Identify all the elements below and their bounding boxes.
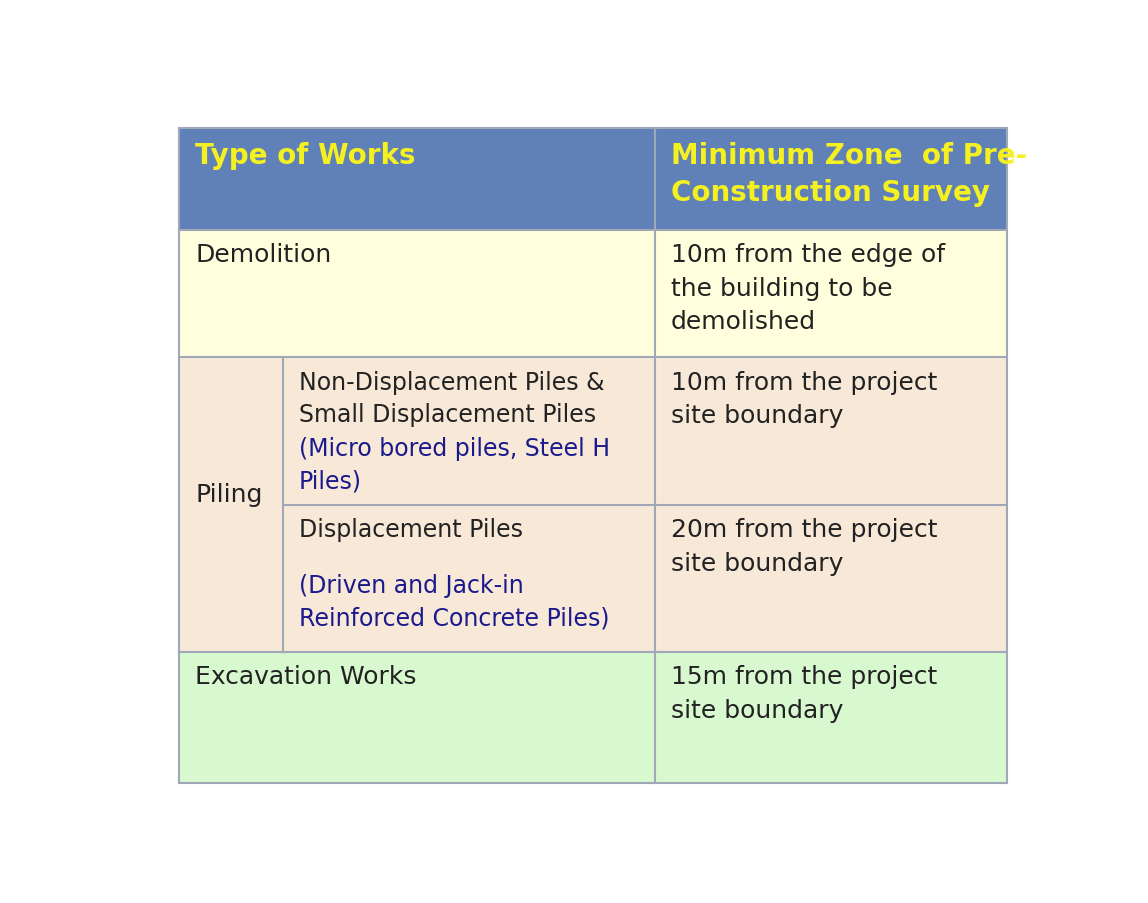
Text: Demolition: Demolition <box>195 243 332 267</box>
Text: 20m from the project
site boundary: 20m from the project site boundary <box>670 517 938 575</box>
Text: 10m from the project
site boundary: 10m from the project site boundary <box>670 370 937 428</box>
Text: Non-Displacement Piles &
Small Displacement Piles: Non-Displacement Piles & Small Displacem… <box>298 370 604 427</box>
Text: 15m from the project
site boundary: 15m from the project site boundary <box>670 665 937 722</box>
Bar <box>179 129 1007 230</box>
Bar <box>179 230 1007 358</box>
Text: 10m from the edge of
the building to be
demolished: 10m from the edge of the building to be … <box>670 243 945 334</box>
Text: (Micro bored piles, Steel H
Piles): (Micro bored piles, Steel H Piles) <box>298 437 610 493</box>
Text: Minimum Zone  of Pre-
Construction Survey: Minimum Zone of Pre- Construction Survey <box>670 142 1027 207</box>
Bar <box>179 358 1007 505</box>
Text: Type of Works: Type of Works <box>195 142 416 170</box>
Bar <box>179 652 1007 783</box>
Text: Excavation Works: Excavation Works <box>195 665 417 689</box>
Bar <box>179 505 1007 652</box>
Text: (Driven and Jack-in
Reinforced Concrete Piles): (Driven and Jack-in Reinforced Concrete … <box>298 573 610 630</box>
Text: Piling: Piling <box>195 482 263 507</box>
Text: Displacement Piles: Displacement Piles <box>298 517 522 542</box>
